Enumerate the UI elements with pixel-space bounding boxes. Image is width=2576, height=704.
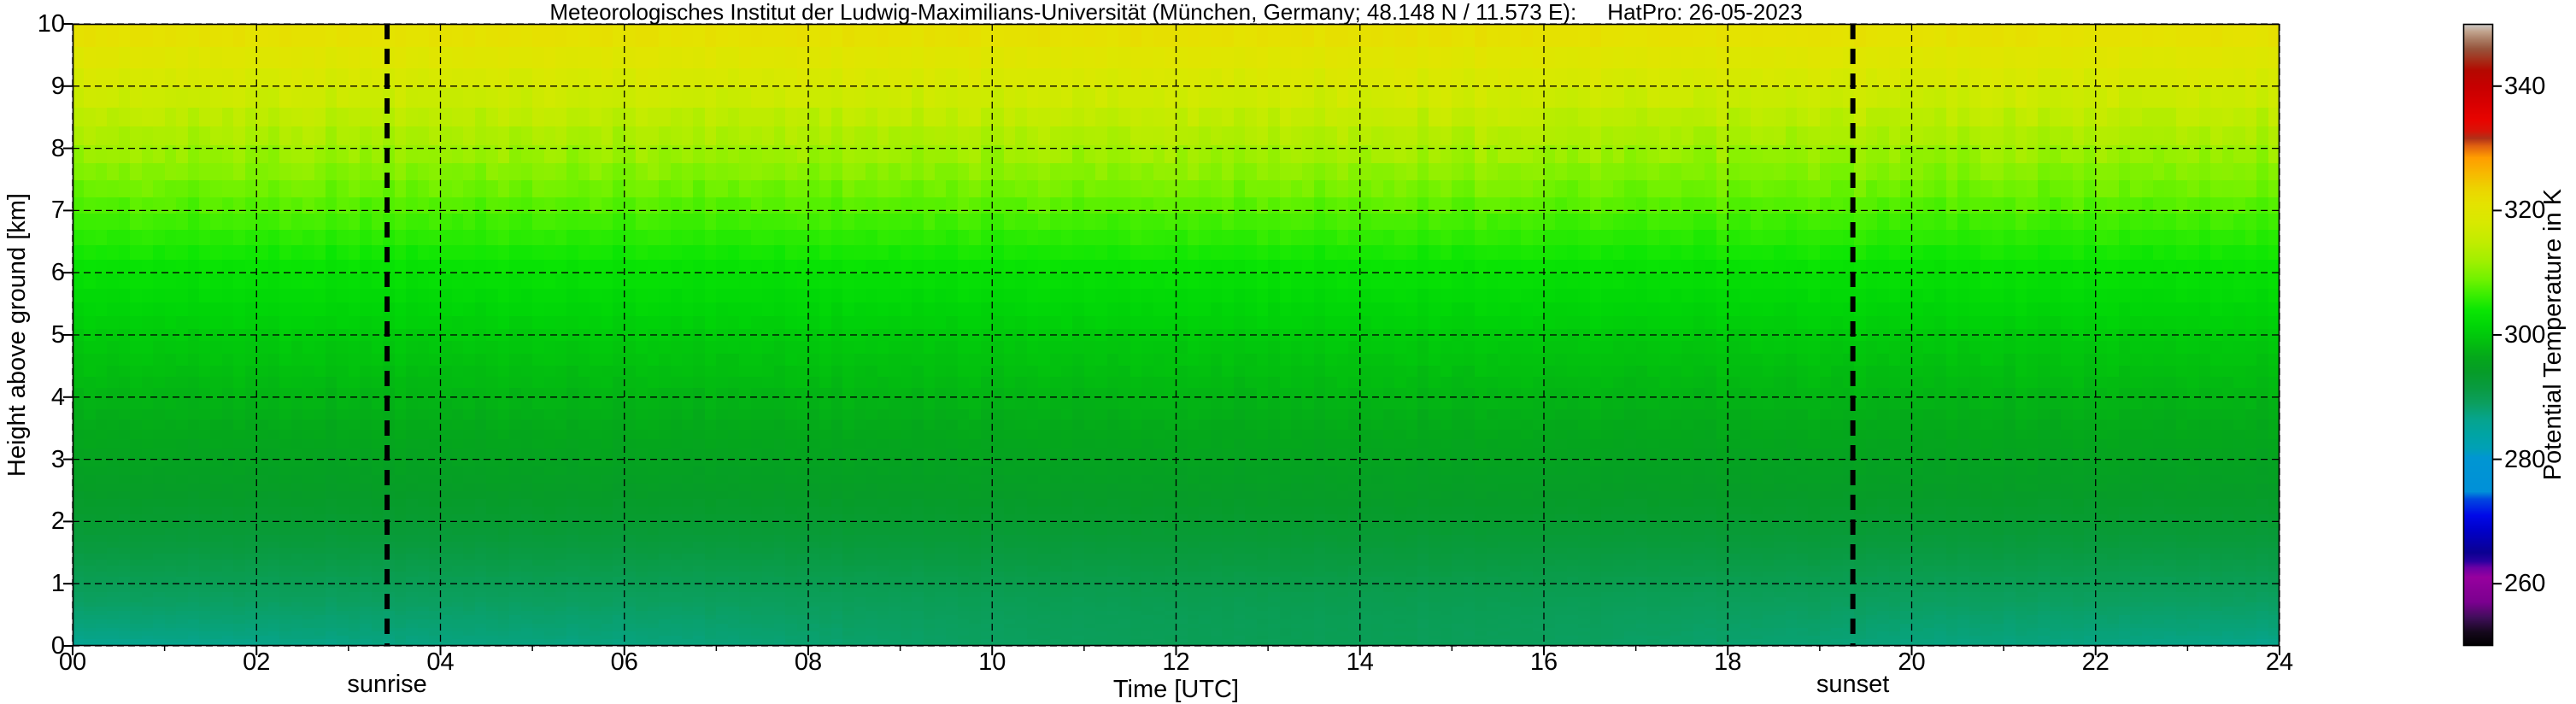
colorbar-tick-label: 320 (2504, 197, 2546, 225)
colorbar-label: Potential Temperature in K (2538, 189, 2567, 481)
heatmap-canvas (73, 24, 2280, 646)
x-tick-label: 16 (1529, 648, 1558, 676)
colorbar-tick-label: 260 (2504, 570, 2546, 598)
x-tick-label: 18 (1714, 648, 1742, 676)
x-tick-label: 06 (610, 648, 638, 676)
x-tick-label: 02 (243, 648, 271, 676)
x-tick-label: 14 (1346, 648, 1374, 676)
x-axis-label: Time [UTC] (1112, 676, 1240, 703)
y-tick-label: 4 (50, 383, 65, 411)
y-tick-label: 8 (50, 134, 65, 162)
y-tick-label: 6 (50, 259, 65, 287)
x-tick-label: 24 (2265, 648, 2294, 676)
y-axis-label: Height above ground [km] (3, 192, 31, 478)
chart-title: Meteorologisches Institut der Ludwig-Max… (549, 0, 1803, 25)
x-tick-label: 08 (794, 648, 823, 676)
sunset-label: sunset (1816, 671, 1890, 698)
y-tick-label: 5 (50, 321, 65, 349)
sunrise-label: sunrise (347, 671, 427, 698)
y-tick-label: 2 (50, 507, 65, 536)
colorbar-canvas (2463, 24, 2493, 646)
x-tick-label: 12 (1162, 648, 1190, 676)
x-tick-label: 22 (2081, 648, 2110, 676)
colorbar-label-wrap: Potential Temperature in K (2536, 24, 2570, 646)
colorbar-tick-label: 300 (2504, 321, 2546, 349)
x-tick-label: 10 (978, 648, 1006, 676)
y-axis-label-wrap: Height above ground [km] (2, 24, 32, 646)
y-tick-label: 0 (50, 632, 65, 660)
colorbar-tick-label: 340 (2504, 72, 2546, 100)
colorbar-tick-label: 280 (2504, 445, 2546, 473)
x-tick-label: 00 (58, 648, 87, 676)
y-tick-label: 1 (50, 570, 65, 598)
y-tick-label: 7 (50, 197, 65, 225)
x-tick-label: 04 (426, 648, 455, 676)
y-tick-label: 3 (50, 445, 65, 473)
x-tick-label: 20 (1898, 648, 1926, 676)
y-tick-label: 10 (37, 10, 65, 38)
y-tick-label: 9 (50, 72, 65, 100)
